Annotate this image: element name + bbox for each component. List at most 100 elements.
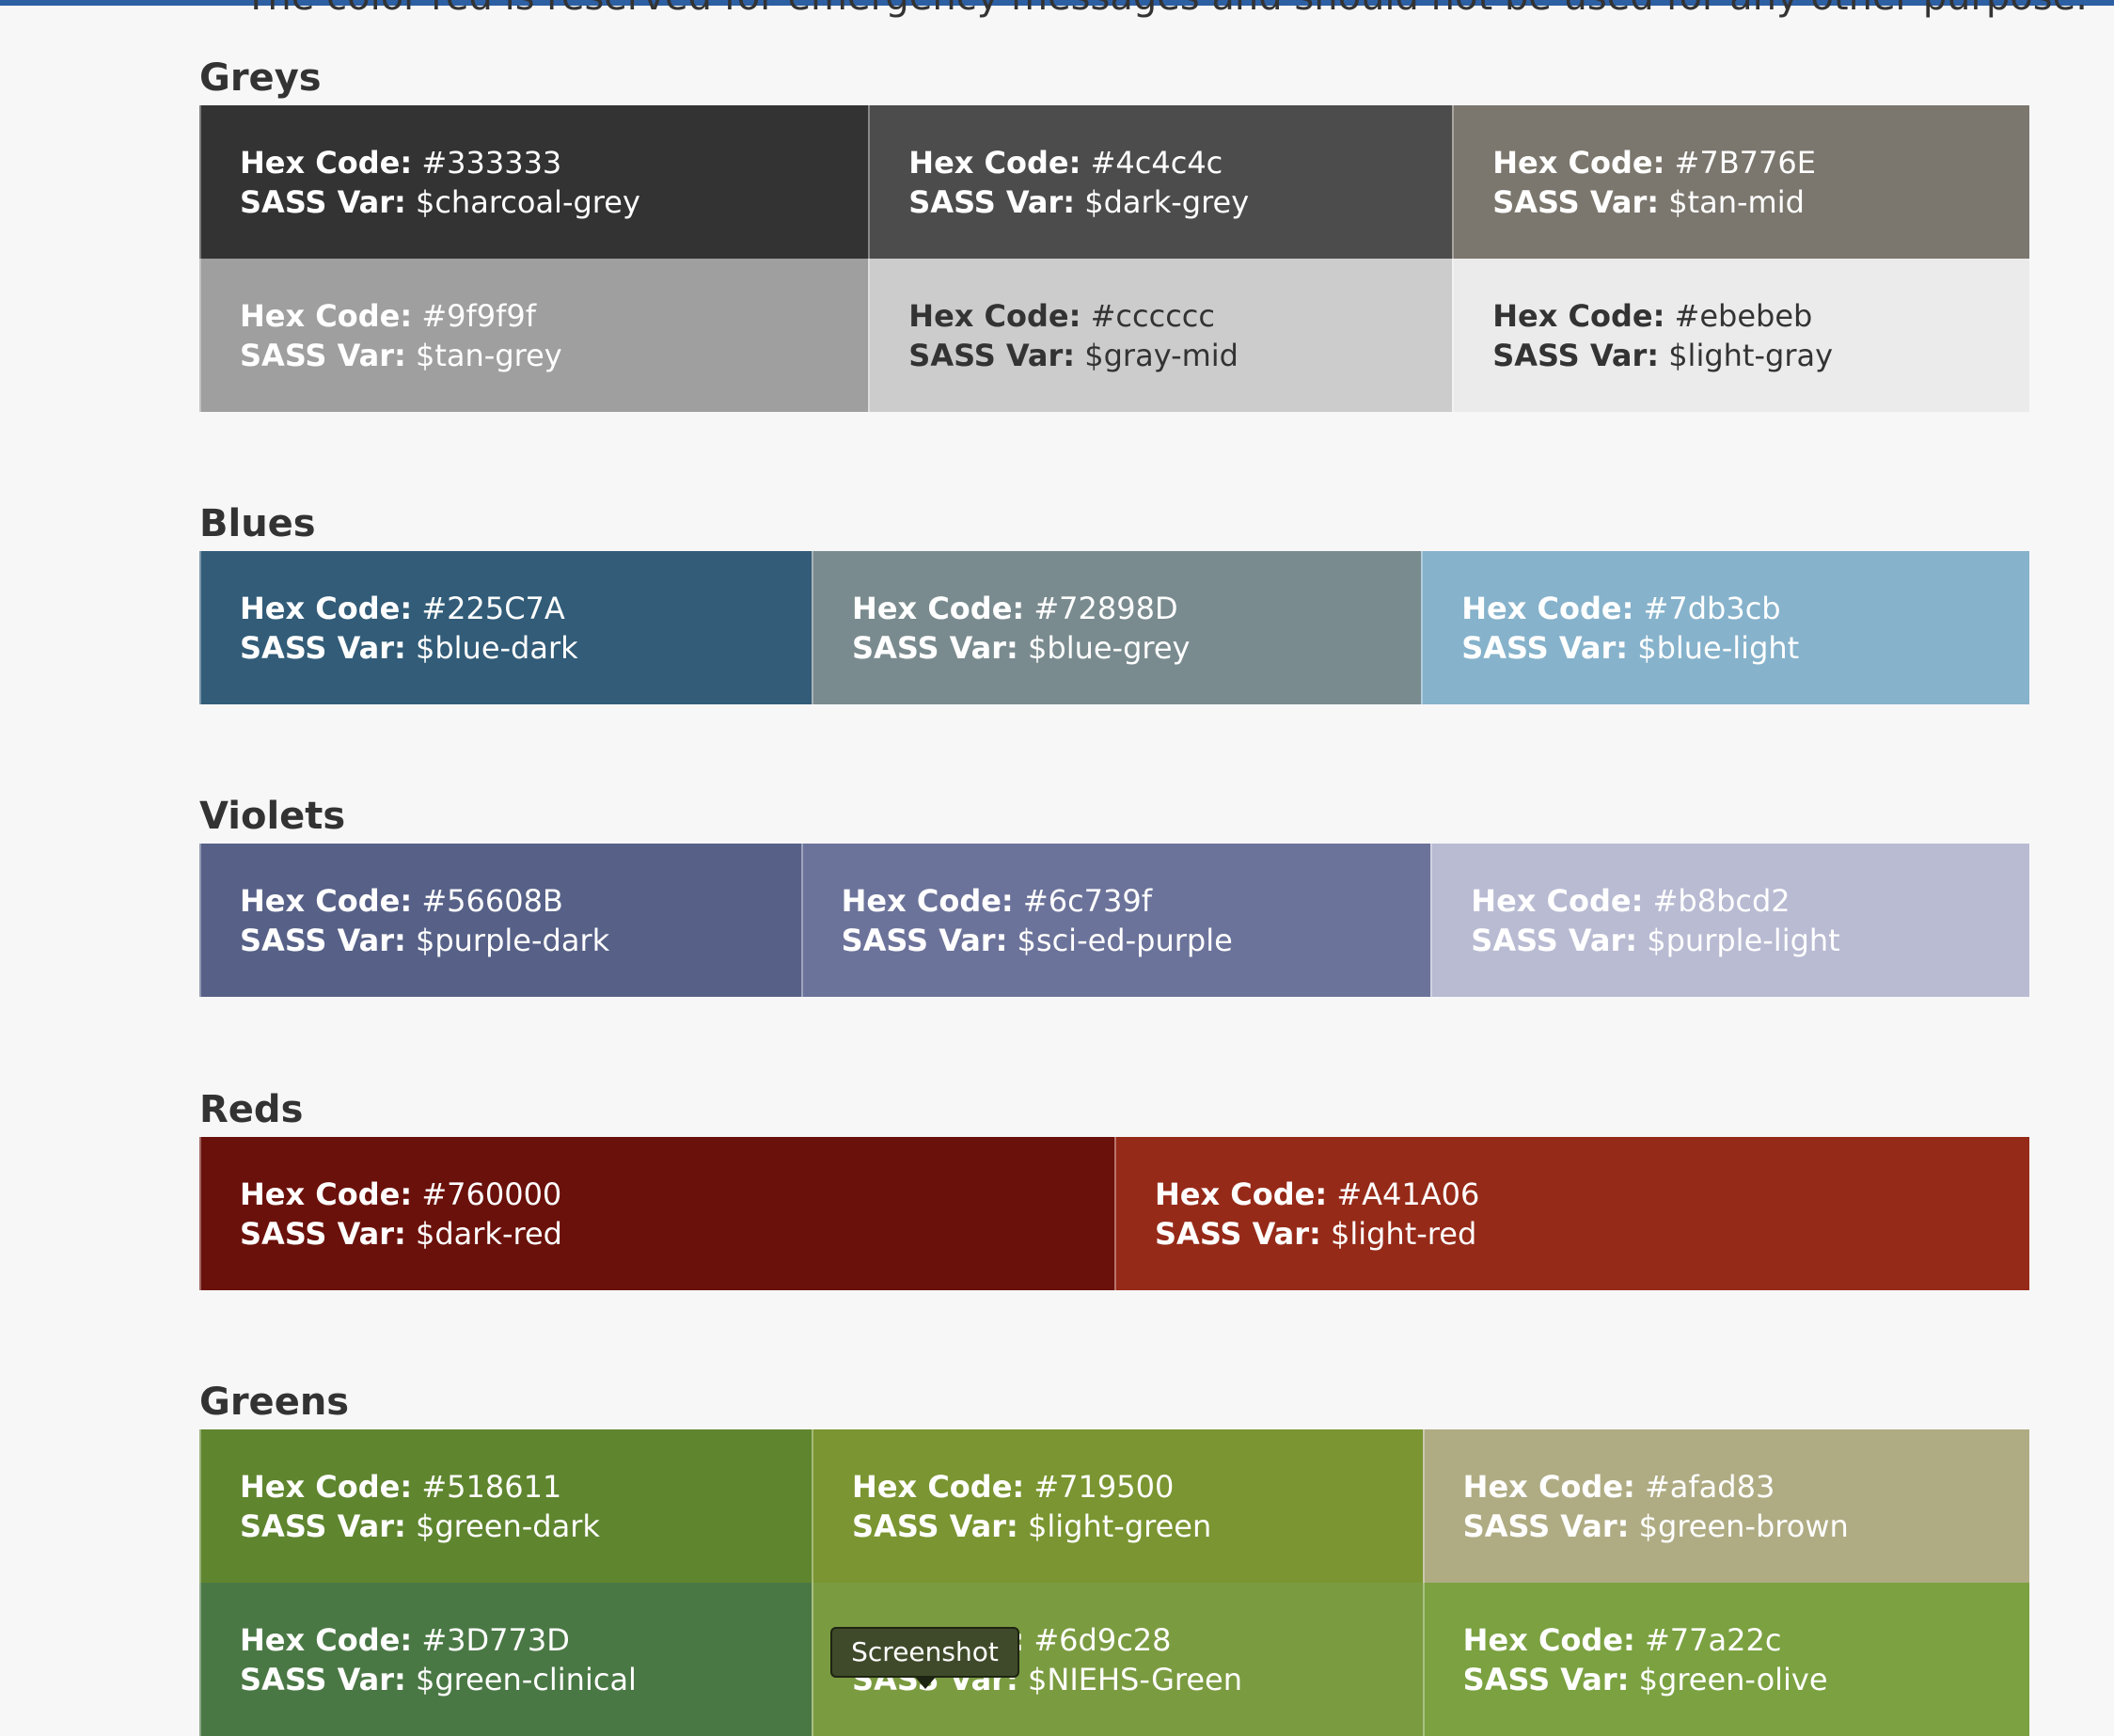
hex-label: Hex Code: — [240, 145, 413, 181]
hex-value: #6d9c28 — [1033, 1622, 1172, 1658]
sass-line: SASS Var: $purple-dark — [240, 921, 801, 960]
color-section: Greys Hex Code: #333333 SASS Var: $charcoa… — [199, 56, 2029, 412]
color-section: Blues Hex Code: #225C7A SASS Var: $blue-da… — [199, 502, 2029, 704]
hex-value: #ebebeb — [1674, 298, 1813, 334]
hex-label: Hex Code: — [240, 298, 413, 334]
hex-label: Hex Code: — [240, 1622, 413, 1658]
sass-line: SASS Var: $light-red — [1155, 1214, 2029, 1254]
sass-line: SASS Var: $dark-red — [240, 1214, 1114, 1254]
hex-line: Hex Code: #4c4c4c — [908, 143, 1452, 182]
hex-value: #225C7A — [421, 591, 565, 626]
hex-line: Hex Code: #56608B — [240, 881, 801, 921]
sass-label: SASS Var: — [1462, 1662, 1630, 1697]
sass-label: SASS Var: — [908, 184, 1076, 220]
sass-label: SASS Var: — [852, 1508, 1018, 1544]
hex-value: #72898D — [1033, 591, 1178, 626]
color-swatch: Hex Code: #4c4c4c SASS Var: $dark-grey — [868, 105, 1453, 259]
swatch-grid: Hex Code: #760000 SASS Var: $dark-red Hex … — [199, 1137, 2029, 1290]
sass-label: SASS Var: — [240, 630, 406, 666]
sass-line: SASS Var: $blue-dark — [240, 628, 812, 668]
hex-label: Hex Code: — [852, 591, 1025, 626]
hex-line: Hex Code: #A41A06 — [1155, 1175, 2029, 1214]
sass-line: SASS Var: $tan-mid — [1492, 182, 2029, 222]
color-swatch: Hex Code: #77a22c SASS Var: $green-olive — [1422, 1583, 2029, 1736]
color-section: Reds Hex Code: #760000 SASS Var: $dark-red… — [199, 1088, 2029, 1290]
section-title: Reds — [199, 1088, 304, 1131]
swatch-grid: Hex Code: #225C7A SASS Var: $blue-dark Hex… — [199, 551, 2029, 704]
sass-value: $light-green — [1028, 1508, 1212, 1544]
color-swatch: Hex Code: #719500 SASS Var: $light-green — [812, 1429, 1423, 1583]
sass-line: SASS Var: $sci-ed-purple — [842, 921, 1431, 960]
color-swatch: Hex Code: #333333 SASS Var: $charcoal-gre… — [199, 105, 869, 259]
sass-value: $dark-red — [415, 1216, 562, 1252]
swatch-grid: Hex Code: #56608B SASS Var: $purple-dark H… — [199, 844, 2029, 997]
sass-value: $tan-mid — [1668, 184, 1805, 220]
hex-value: #3D773D — [421, 1622, 570, 1658]
hex-label: Hex Code: — [1461, 591, 1634, 626]
sass-label: SASS Var: — [908, 338, 1076, 373]
sass-label: SASS Var: — [841, 923, 1008, 958]
sass-label: SASS Var: — [852, 630, 1018, 666]
hex-label: Hex Code: — [240, 883, 413, 919]
sass-line: SASS Var: $blue-grey — [852, 628, 1421, 668]
hex-label: Hex Code: — [852, 1469, 1025, 1505]
hex-value: #afad83 — [1644, 1469, 1775, 1505]
sass-line: SASS Var: $dark-grey — [908, 182, 1452, 222]
hex-line: Hex Code: #518611 — [240, 1467, 812, 1507]
sass-value: $purple-dark — [415, 923, 610, 958]
sass-value: $blue-light — [1637, 630, 1800, 666]
hex-line: Hex Code: #7B776E — [1492, 143, 2029, 182]
sass-value: $green-olive — [1638, 1662, 1828, 1697]
sass-label: SASS Var: — [240, 184, 406, 220]
sass-label: SASS Var: — [1461, 630, 1629, 666]
hex-value: #77a22c — [1644, 1622, 1782, 1658]
hex-label: Hex Code: — [841, 883, 1014, 919]
hex-line: Hex Code: #77a22c — [1463, 1620, 2029, 1660]
sass-value: $sci-ed-purple — [1017, 923, 1233, 958]
top-bar — [0, 0, 2114, 6]
hex-label: Hex Code: — [1462, 1622, 1635, 1658]
hex-line: Hex Code: #9f9f9f — [240, 296, 868, 336]
hex-value: #333333 — [421, 145, 562, 181]
sass-value: $green-dark — [415, 1508, 600, 1544]
section-title: Greens — [199, 1381, 350, 1424]
hex-value: #760000 — [421, 1176, 562, 1212]
color-swatch: Hex Code: #afad83 SASS Var: $green-brown — [1422, 1429, 2029, 1583]
sass-value: $light-gray — [1668, 338, 1834, 373]
hex-label: Hex Code: — [908, 145, 1081, 181]
sass-label: SASS Var: — [1492, 338, 1660, 373]
sass-label: SASS Var: — [1155, 1216, 1321, 1252]
hex-label: Hex Code: — [1471, 883, 1644, 919]
hex-value: #56608B — [421, 883, 563, 919]
sass-line: SASS Var: $green-dark — [240, 1507, 812, 1546]
hex-value: #cccccc — [1090, 298, 1215, 334]
sass-value: $dark-grey — [1084, 184, 1250, 220]
hex-value: #A41A06 — [1336, 1176, 1480, 1212]
hex-value: #719500 — [1033, 1469, 1175, 1505]
sass-label: SASS Var: — [240, 1662, 406, 1697]
sass-value: $light-red — [1330, 1216, 1477, 1252]
hex-label: Hex Code: — [1492, 298, 1665, 334]
sass-value: $blue-dark — [415, 630, 578, 666]
hex-line: Hex Code: #b8bcd2 — [1471, 881, 2029, 921]
sass-line: SASS Var: $blue-light — [1461, 628, 2029, 668]
sass-line: SASS Var: $purple-light — [1471, 921, 2029, 960]
sass-label: SASS Var: — [240, 923, 406, 958]
section-title: Greys — [199, 56, 322, 100]
hex-label: Hex Code: — [908, 298, 1081, 334]
swatch-grid: Hex Code: #333333 SASS Var: $charcoal-gre… — [199, 105, 2029, 412]
color-swatch: Hex Code: #6c739f SASS Var: $sci-ed-purpl… — [800, 844, 1431, 997]
color-swatch: Hex Code: #225C7A SASS Var: $blue-dark — [199, 551, 812, 704]
color-swatch: Hex Code: #760000 SASS Var: $dark-red — [199, 1137, 1114, 1290]
hex-line: Hex Code: #7db3cb — [1461, 589, 2029, 628]
color-swatch: Hex Code: #56608B SASS Var: $purple-dark — [199, 844, 801, 997]
hex-label: Hex Code: — [1462, 1469, 1635, 1505]
hex-value: #7db3cb — [1643, 591, 1781, 626]
sass-value: $charcoal-grey — [415, 184, 640, 220]
hex-line: Hex Code: #225C7A — [240, 589, 812, 628]
color-section: Violets Hex Code: #56608B SASS Var: $purpl… — [199, 795, 2029, 997]
color-swatch: Hex Code: #7B776E SASS Var: $tan-mid — [1452, 105, 2029, 259]
sass-label: SASS Var: — [1471, 923, 1638, 958]
sass-label: SASS Var: — [240, 1508, 406, 1544]
